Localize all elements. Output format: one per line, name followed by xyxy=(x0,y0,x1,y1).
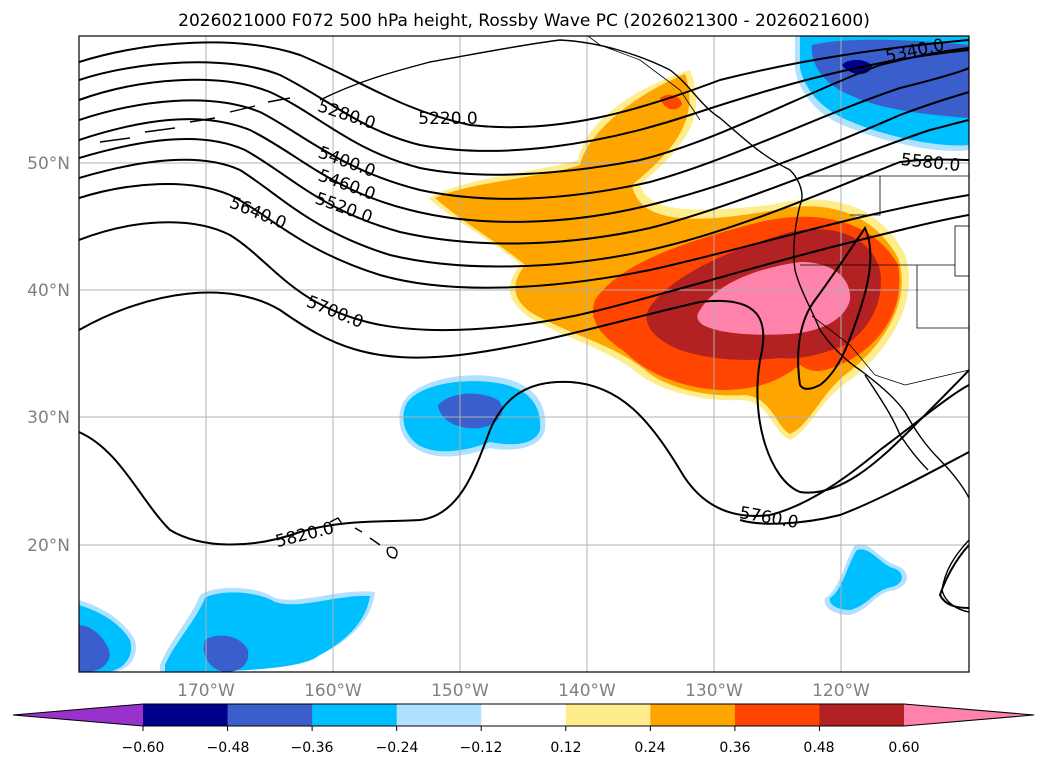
anomaly-ne-royal xyxy=(811,39,969,118)
contour-5340 xyxy=(79,47,969,176)
lat-label: 40°N xyxy=(27,281,70,301)
lat-label: 30°N xyxy=(27,408,70,428)
lat-labels: 50°N 40°N 30°N 20°N xyxy=(27,154,70,556)
map-content: 5220.0 5280.0 5340.0 5400.0 5460.0 5520.… xyxy=(79,36,969,672)
colorbar-tick-label: −0.24 xyxy=(376,740,419,756)
colorbar-segment xyxy=(481,704,567,726)
colorbar-segment xyxy=(396,704,482,726)
colorbar-tick-label: −0.36 xyxy=(291,740,334,756)
colorbar-tick-label: −0.48 xyxy=(207,740,250,756)
colorbar-tick-label: −0.12 xyxy=(460,740,503,756)
map-title: 2026021000 F072 500 hPa height, Rossby W… xyxy=(178,11,870,31)
lon-labels: 170°W 160°W 150°W 140°W 130°W 120°W xyxy=(177,681,870,701)
contour-5460 xyxy=(79,91,969,223)
colorbar-tick-label: −0.60 xyxy=(122,740,165,756)
colorbar-labels: −0.60 −0.48 −0.36 −0.24 −0.12 0.12 0.24 … xyxy=(122,740,920,756)
anomaly-se-cyan xyxy=(829,549,902,610)
contour-se-south xyxy=(938,544,969,609)
contour-5700 xyxy=(79,214,969,332)
anomaly-pink xyxy=(697,262,851,335)
colorbar-segment xyxy=(227,704,313,726)
contour-5280 xyxy=(79,49,969,152)
contour-5820 xyxy=(79,380,969,546)
contour-5580 xyxy=(79,158,969,268)
anomaly-sw1-royal xyxy=(79,625,110,672)
colorbar-tick-label: 0.36 xyxy=(719,740,750,756)
height-contours xyxy=(79,39,969,609)
contour-5400 xyxy=(79,67,969,200)
colorbar-tick-label: 0.12 xyxy=(550,740,581,756)
lat-label: 20°N xyxy=(27,536,70,556)
colorbar-segment xyxy=(143,704,229,726)
colorbar xyxy=(12,703,1035,731)
colorbar-tick-label: 0.60 xyxy=(888,740,919,756)
colorbar-extend-high xyxy=(904,704,1034,726)
colorbar-segment xyxy=(734,704,820,726)
colorbar-tick-label: 0.24 xyxy=(634,740,665,756)
colorbar-segment xyxy=(565,704,651,726)
coastline-west-coast xyxy=(793,204,969,499)
colorbar-segment xyxy=(312,704,398,726)
colorbar-extend-low xyxy=(13,704,143,726)
contour-se-tail xyxy=(739,451,969,525)
contour-5520 xyxy=(79,119,969,245)
contour-5760 xyxy=(79,291,969,494)
lon-label: 120°W xyxy=(812,681,870,701)
border-alaska-canada xyxy=(587,36,701,121)
border-us-mexico xyxy=(874,369,969,386)
border-state-4 xyxy=(811,315,876,376)
lon-label: 140°W xyxy=(558,681,616,701)
contour-5220 xyxy=(79,39,969,129)
map-frame xyxy=(78,35,970,673)
colorbar-segment xyxy=(650,704,736,726)
colorbar-segment xyxy=(819,704,905,726)
anomaly-cp-royal xyxy=(438,393,503,429)
lat-label: 50°N xyxy=(27,154,70,174)
negative-anomaly-field xyxy=(79,36,969,672)
border-state-box xyxy=(954,225,969,277)
border-state-3 xyxy=(916,265,969,329)
anomaly-sw2-royal xyxy=(203,635,249,672)
contour-label: 5220.0 xyxy=(418,109,477,129)
lon-label: 170°W xyxy=(177,681,235,701)
lon-label: 150°W xyxy=(431,681,489,701)
lon-label: 130°W xyxy=(685,681,743,701)
border-state-1 xyxy=(850,176,881,216)
contour-5640 xyxy=(79,182,969,289)
lon-label: 160°W xyxy=(304,681,362,701)
political-borders xyxy=(587,36,969,386)
contour-5760-inner xyxy=(797,225,872,390)
colorbar-tick-label: 0.48 xyxy=(803,740,834,756)
coastline-hawaii xyxy=(329,517,398,559)
positive-anomaly-field xyxy=(428,70,909,440)
